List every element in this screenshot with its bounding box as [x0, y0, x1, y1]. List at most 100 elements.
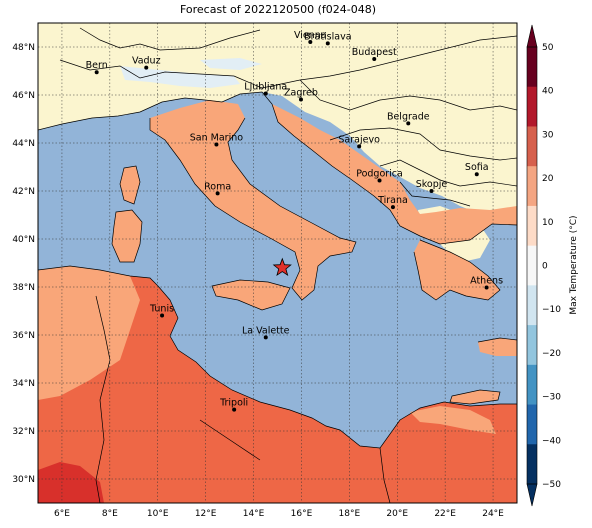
coastlines	[38, 27, 517, 503]
colorbar-tick-label: −20	[542, 349, 561, 359]
lon-tick-label: 16°E	[291, 509, 313, 519]
city-label: La Valette	[242, 325, 290, 336]
colorbar-segment	[527, 444, 537, 485]
colorbar-segment	[527, 205, 537, 247]
warm-land-italy	[150, 100, 356, 300]
warm-land-libya-coast	[410, 406, 496, 434]
warm-land-corsica	[120, 166, 140, 204]
city-dot	[429, 189, 434, 193]
star-marker	[272, 257, 292, 277]
city-dot	[94, 70, 99, 75]
lat-tick-label: 30°N	[12, 475, 35, 485]
city-label: Roma	[204, 181, 231, 192]
colorbar-label: Max Temperature (°C)	[569, 215, 579, 314]
colorbar-tick-label: −10	[542, 305, 561, 315]
colorbar-segment	[527, 325, 537, 366]
city-dot	[357, 144, 362, 149]
city-dot	[232, 407, 237, 412]
lon-tick-label: 8°E	[102, 509, 118, 519]
warm-land-turkey	[478, 338, 517, 356]
colorbar-tick-label: 0	[542, 262, 548, 272]
lon-tick-label: 20°E	[386, 509, 408, 519]
lat-tick-label: 38°N	[12, 283, 35, 293]
lon-tick-label: 12°E	[195, 509, 217, 519]
city-dot	[160, 313, 165, 318]
city-label: Zagreb	[284, 88, 318, 99]
colorbar-tick-label: −50	[542, 480, 561, 490]
lat-tick-label: 32°N	[12, 427, 35, 437]
city-dot	[325, 41, 330, 46]
city-dot	[377, 178, 382, 183]
colorbar-tick-label: −30	[542, 393, 561, 403]
city-label: Ljubljana	[244, 82, 287, 93]
lon-tick-label: 6°E	[54, 509, 70, 519]
lat-tick-label: 36°N	[12, 331, 35, 341]
map-title: Forecast of 2022120500 (f024-048)	[179, 3, 377, 16]
city-label: Vaduz	[132, 56, 161, 67]
city-dot	[474, 172, 479, 177]
map-gridlines	[38, 23, 517, 503]
lat-tick-label: 34°N	[12, 379, 35, 389]
colorbar-segment	[527, 86, 537, 127]
colorbar-segment	[527, 364, 537, 406]
warm-land-sicily	[212, 280, 290, 310]
colorbar-segment	[527, 285, 537, 326]
city-dot	[390, 205, 395, 210]
colorbar-tick-label: 10	[542, 218, 554, 228]
colorbar-segment	[527, 166, 537, 207]
city-label: Skopje	[416, 179, 448, 190]
lat-tick-label: 44°N	[12, 139, 35, 149]
lat-tick-label: 48°N	[12, 43, 35, 53]
colorbar-segment	[527, 404, 537, 445]
city-dot	[308, 39, 313, 44]
lat-tick-label: 46°N	[12, 91, 35, 101]
city-label: Sofia	[465, 162, 489, 173]
colorbar-extend-top	[526, 24, 538, 48]
lon-tick-label: 22°E	[434, 509, 456, 519]
city-label: Tirana	[377, 195, 408, 206]
colorbar-segment	[527, 126, 537, 167]
city-label: Tripoli	[219, 398, 248, 409]
very-cold-alps	[120, 66, 240, 88]
city-label: Budapest	[352, 47, 397, 58]
axis-ticks: 6°E 8°E 10°E 12°E 14°E 16°E 18°E 20°E 22°E 24°E 48…	[12, 43, 504, 519]
colorbar-segment	[527, 245, 537, 286]
lat-tick-label: 40°N	[12, 235, 35, 245]
city-dot	[298, 97, 303, 102]
city-label: Bern	[86, 60, 108, 71]
city-label: Sarajevo	[338, 134, 380, 145]
colorbar-segment	[527, 47, 537, 88]
warm-land-tunisia	[38, 266, 140, 400]
city-dot	[144, 65, 149, 70]
warm-land-crete	[450, 390, 500, 404]
city-label: Podgorica	[356, 168, 403, 179]
city-label: Belgrade	[387, 111, 430, 122]
hotter-land-patch	[38, 462, 104, 503]
lon-tick-label: 10°E	[147, 509, 169, 519]
colorbar: 50 40 30 20 10 0 −10 −20 −30 −40 −50	[526, 24, 561, 507]
map-frame	[37, 22, 518, 504]
colorbar-tick-label: 40	[542, 87, 554, 97]
city-label: Tunis	[149, 304, 174, 315]
city-label: Bratislava	[304, 31, 351, 42]
city-label: Athens	[470, 275, 503, 286]
colorbar-frame	[526, 46, 538, 485]
warm-land-greece	[414, 240, 500, 300]
lat-tick-label: 42°N	[12, 187, 35, 197]
city-dot	[372, 57, 377, 61]
warm-land-sardinia	[112, 210, 142, 262]
city-dot	[214, 142, 219, 147]
lon-tick-label: 24°E	[482, 509, 504, 519]
lon-tick-label: 14°E	[243, 509, 265, 519]
colorbar-tick-label: 50	[542, 43, 554, 53]
colorbar-extend-bottom	[526, 483, 538, 507]
city-dot	[484, 285, 489, 290]
city-dot	[263, 91, 268, 96]
lon-tick-label: 18°E	[339, 509, 361, 519]
very-cold-ridge	[200, 58, 262, 70]
city-dot	[215, 191, 220, 196]
colorbar-tick-label: −40	[542, 436, 561, 446]
colorbar-tick-label: 30	[542, 130, 554, 140]
